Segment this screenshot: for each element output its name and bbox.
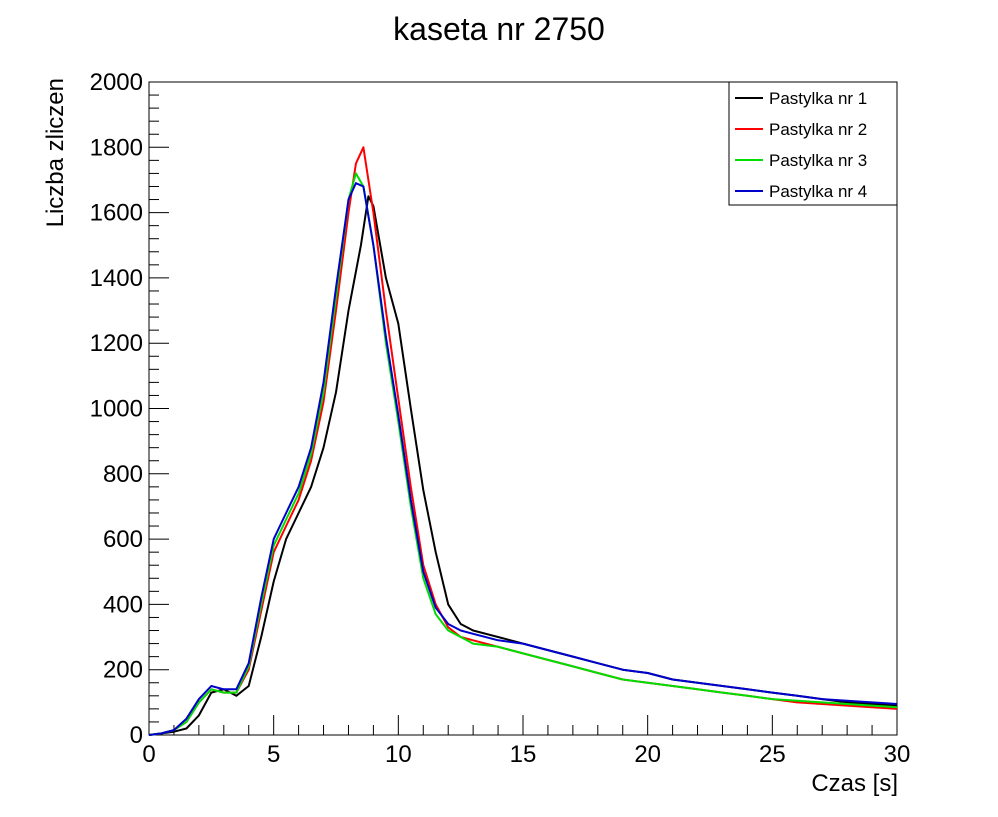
y-tick-label: 200 xyxy=(103,657,143,684)
y-tick-label: 1000 xyxy=(90,396,143,423)
series-line-2 xyxy=(148,146,898,736)
y-axis-label: Liczba zliczen xyxy=(42,78,69,227)
y-tick-label: 600 xyxy=(103,526,143,553)
chart-title: kaseta nr 2750 xyxy=(393,11,605,47)
series-layer xyxy=(148,146,898,736)
axes: 0 5 10 15 20 25 30 0 200 400 600 800 1000 1200 1400 160… xyxy=(90,69,911,768)
legend: Pastylka nr 1 Pastylka nr 2 Pastylka nr 3 P… xyxy=(728,81,898,206)
y-tick-label: 2000 xyxy=(90,69,143,96)
legend-label-1: Pastylka nr 1 xyxy=(769,89,867,108)
x-tick-label: 30 xyxy=(884,741,911,768)
series-line-4 xyxy=(148,182,898,736)
y-tick-label: 1800 xyxy=(90,134,143,161)
x-tick-label: 15 xyxy=(510,741,537,768)
series-line-3 xyxy=(148,172,898,736)
y-tick-label: 1400 xyxy=(90,265,143,292)
x-tick-label: 10 xyxy=(385,741,412,768)
y-tick-label: 1600 xyxy=(90,200,143,227)
y-tick-label: 0 xyxy=(130,722,143,749)
legend-label-2: Pastylka nr 2 xyxy=(769,120,867,139)
y-tick-label: 1200 xyxy=(90,330,143,357)
legend-box xyxy=(728,81,898,206)
x-tick-label: 5 xyxy=(267,741,280,768)
x-tick-label: 0 xyxy=(142,741,155,768)
y-tick-label: 800 xyxy=(103,461,143,488)
legend-label-3: Pastylka nr 3 xyxy=(769,151,867,170)
legend-label-4: Pastylka nr 4 xyxy=(769,182,867,201)
x-axis-label: Czas [s] xyxy=(811,770,898,797)
y-tick-label: 400 xyxy=(103,591,143,618)
x-tick-label: 20 xyxy=(634,741,661,768)
x-tick-label: 25 xyxy=(759,741,786,768)
